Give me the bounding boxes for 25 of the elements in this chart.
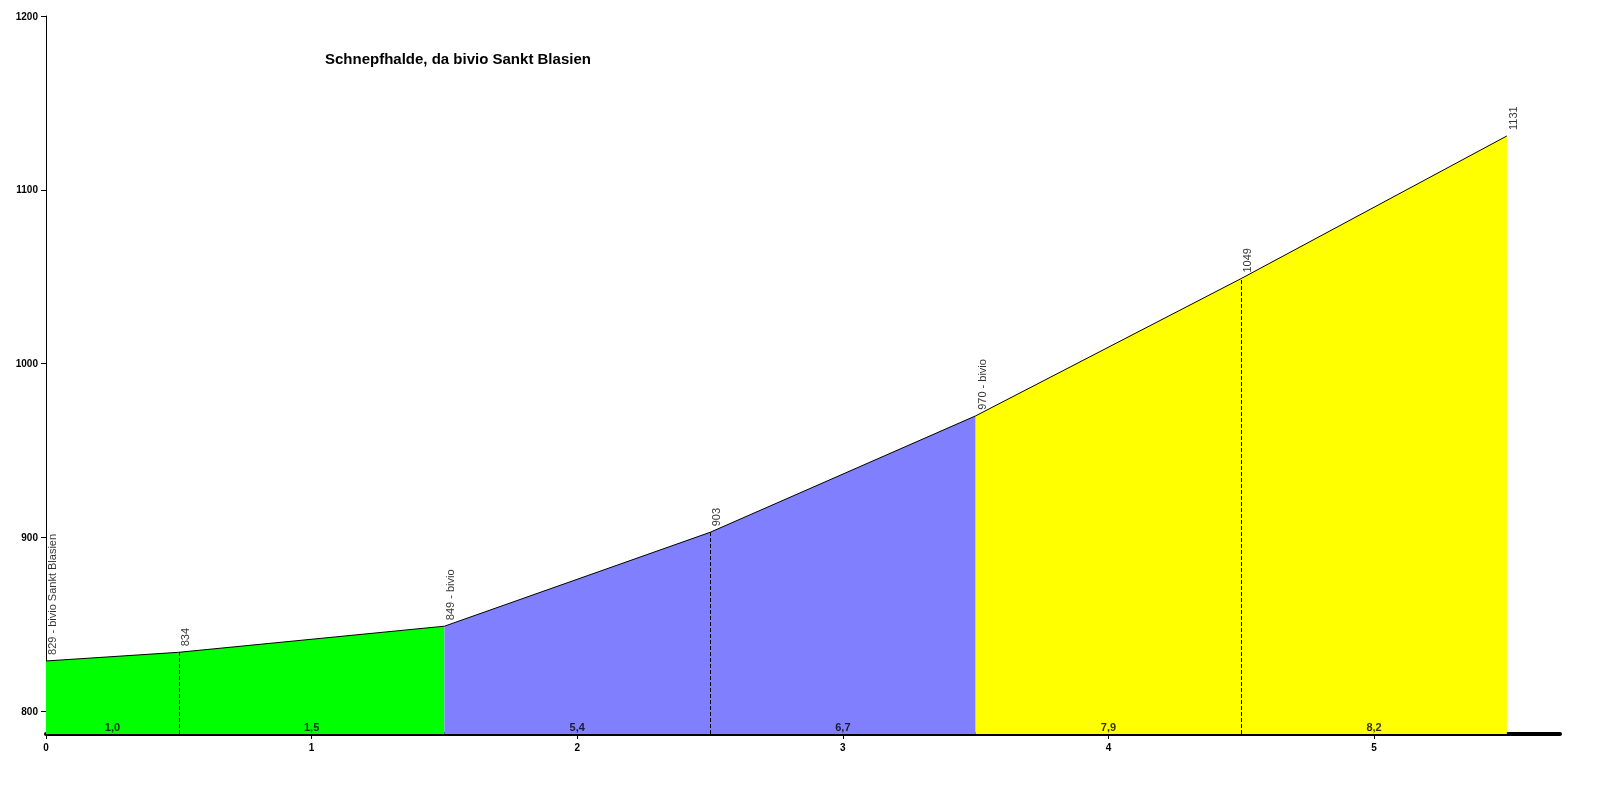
y-tick-label: 800 — [21, 705, 39, 717]
x-tick-label: 1 — [308, 741, 315, 753]
annotation: 5,4 — [569, 720, 586, 733]
y-tick-label: 1000 — [15, 358, 39, 370]
annotation: 6,7 — [835, 720, 851, 733]
y-tick-label: 1200 — [15, 10, 39, 22]
x-tick-label: 5 — [1371, 741, 1378, 753]
x-tick-label: 2 — [574, 741, 581, 753]
x-tick-label: 0 — [43, 741, 50, 753]
annotation: 7,9 — [1100, 720, 1117, 733]
annotation: 8,2 — [1366, 720, 1382, 733]
annotation: 829 - bivio Sankt Blasien — [46, 533, 58, 655]
annotation: 970 - bivio — [975, 359, 988, 410]
annotation: 903 — [710, 507, 723, 527]
y-tick-label: 1100 — [16, 184, 39, 196]
x-tick-label: 4 — [1105, 741, 1112, 753]
annotation: 849 - bivio — [444, 569, 457, 621]
annotation: 1131 — [1506, 106, 1519, 130]
x-tick-label: 3 — [840, 741, 847, 753]
y-tick-label: 900 — [21, 532, 39, 544]
annotation: 834 — [178, 627, 191, 647]
annotation: 1,0 — [104, 720, 121, 733]
annotation: 1,5 — [303, 720, 320, 733]
annotation: 1049 — [1241, 248, 1254, 273]
text: Schnepfhalde, da bivio Sankt Blasien — [325, 50, 591, 67]
